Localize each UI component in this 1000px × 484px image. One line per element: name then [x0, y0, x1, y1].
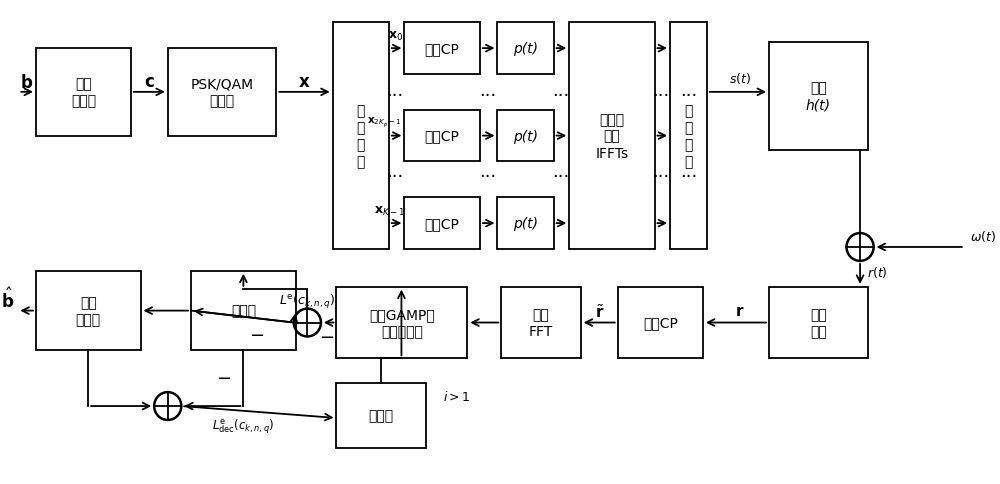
Text: ...: ...	[652, 82, 669, 100]
Bar	[36, 49, 131, 136]
Text: PSK/QAM: PSK/QAM	[190, 77, 254, 91]
Text: 串: 串	[684, 121, 693, 135]
Text: 二维: 二维	[533, 307, 549, 321]
Text: 串: 串	[357, 104, 365, 118]
Text: 解映射: 解映射	[231, 304, 256, 318]
Bar	[769, 43, 868, 150]
Text: 调制器: 调制器	[209, 94, 235, 108]
Text: 换: 换	[684, 155, 693, 168]
Text: 移除CP: 移除CP	[643, 316, 678, 330]
Text: $\mathbf{x}_{2K_p-1}$: $\mathbf{x}_{2K_p-1}$	[367, 115, 401, 129]
Text: 信道: 信道	[75, 77, 92, 91]
Text: 转: 转	[684, 138, 693, 152]
Text: FFT: FFT	[529, 324, 553, 338]
Bar	[769, 287, 868, 359]
Bar	[501, 287, 581, 359]
Bar	[191, 271, 296, 350]
Text: 插入CP: 插入CP	[425, 42, 460, 56]
Bar	[36, 271, 141, 350]
Text: $L^{\rm e}_{\rm dec}(c_{k,n,q})$: $L^{\rm e}_{\rm dec}(c_{k,n,q})$	[212, 417, 275, 435]
Bar	[497, 198, 554, 249]
Text: ...: ...	[552, 163, 569, 181]
Text: 信道: 信道	[810, 81, 827, 95]
Text: 多个: 多个	[603, 129, 620, 143]
Text: 并: 并	[357, 121, 365, 135]
Text: 信道: 信道	[80, 296, 97, 309]
Bar	[618, 287, 703, 359]
Text: 译码器: 译码器	[76, 312, 101, 326]
Bar	[497, 110, 554, 162]
Bar	[404, 198, 480, 249]
Text: $L^{\rm e}(c_{k,n,q})$: $L^{\rm e}(c_{k,n,q})$	[279, 292, 336, 310]
Bar	[497, 23, 554, 75]
Text: 转: 转	[357, 138, 365, 152]
Bar	[404, 23, 480, 75]
Text: ...: ...	[386, 163, 403, 181]
Text: $r(t)$: $r(t)$	[867, 265, 888, 280]
Text: $\mathbf{x}$: $\mathbf{x}$	[298, 73, 311, 91]
Text: $\mathbf{r}$: $\mathbf{r}$	[735, 303, 745, 318]
Text: $-$: $-$	[216, 367, 232, 385]
Text: p(t): p(t)	[513, 42, 538, 56]
Text: 插入CP: 插入CP	[425, 129, 460, 143]
Text: 编码器: 编码器	[71, 94, 96, 108]
Text: p(t): p(t)	[513, 217, 538, 231]
Text: ...: ...	[386, 82, 403, 100]
Text: $s(t)$: $s(t)$	[729, 71, 751, 86]
Bar	[168, 49, 276, 136]
Text: $\mathbf{c}$: $\mathbf{c}$	[144, 73, 155, 91]
Bar	[404, 110, 480, 162]
Text: 插入CP: 插入CP	[425, 217, 460, 231]
Bar	[333, 23, 389, 249]
Text: 频域均衡器: 频域均衡器	[381, 324, 423, 338]
Text: $\tilde{\mathbf{r}}$: $\tilde{\mathbf{r}}$	[595, 302, 605, 320]
Text: ...: ...	[479, 82, 496, 100]
Bar	[336, 383, 426, 448]
Text: ...: ...	[479, 163, 496, 181]
Text: $i>1$: $i>1$	[443, 389, 470, 403]
Text: 并: 并	[684, 104, 693, 118]
Text: 软映射: 软映射	[369, 408, 394, 423]
Bar	[670, 23, 707, 249]
Text: ...: ...	[652, 163, 669, 181]
Text: $\hat{\mathbf{b}}$: $\hat{\mathbf{b}}$	[1, 287, 15, 311]
Text: 滤波: 滤波	[810, 324, 827, 338]
Text: 匹配: 匹配	[810, 307, 827, 321]
Bar	[336, 287, 467, 359]
Text: h(t): h(t)	[806, 98, 831, 112]
Text: $\mathbf{b}$: $\mathbf{b}$	[20, 74, 33, 92]
Text: 换: 换	[357, 155, 365, 168]
Text: $-$: $-$	[249, 325, 265, 343]
Text: $\omega(t)$: $\omega(t)$	[970, 228, 996, 243]
Text: ...: ...	[552, 82, 569, 100]
Text: p(t): p(t)	[513, 129, 538, 143]
Bar	[569, 23, 655, 249]
Text: 单个或: 单个或	[599, 112, 624, 126]
Text: ...: ...	[680, 82, 697, 100]
Text: ...: ...	[680, 163, 697, 181]
Text: 基于GAMP的: 基于GAMP的	[369, 307, 435, 321]
Text: IFFTs: IFFTs	[595, 146, 628, 160]
Text: $\mathbf{x}_{K-1}$: $\mathbf{x}_{K-1}$	[374, 204, 405, 217]
Text: $-$: $-$	[319, 327, 334, 345]
Text: $\mathbf{x}_0$: $\mathbf{x}_0$	[388, 30, 403, 43]
